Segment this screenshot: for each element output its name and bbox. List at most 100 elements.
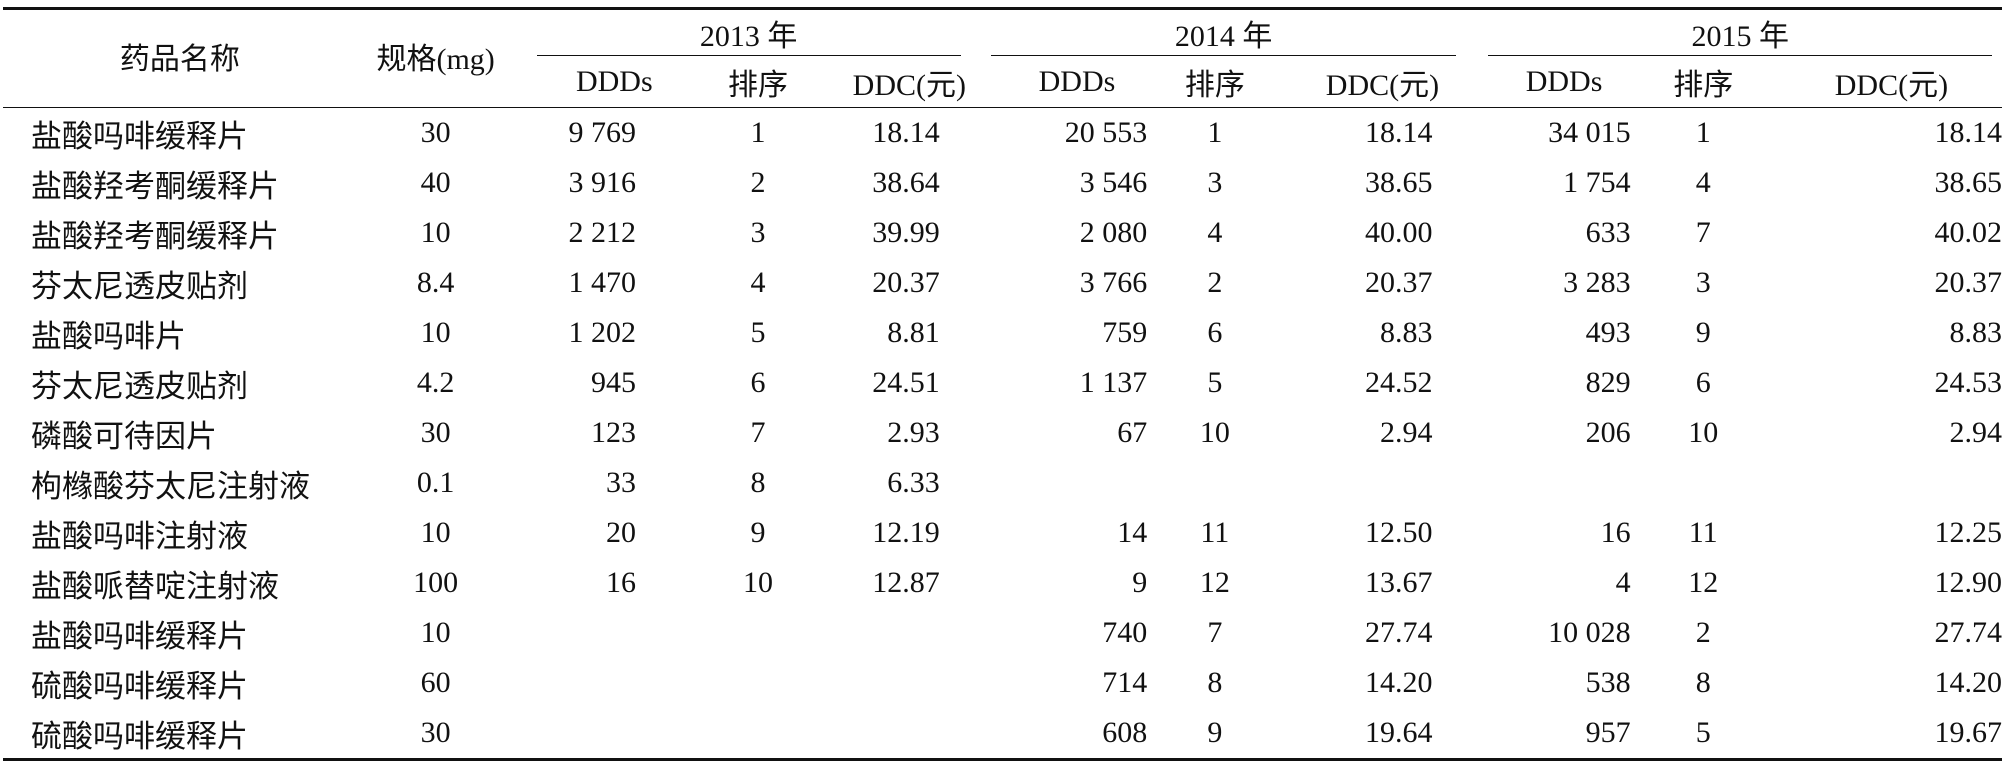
spec-cell: 8.4 — [416, 266, 455, 299]
rank-2015-cell: 2 — [1695, 616, 1711, 649]
ddds-2013-cell: 2 212 — [568, 216, 637, 249]
ddds-2015-cell: 1 754 — [1563, 166, 1631, 199]
spec-cell: 10 — [420, 616, 451, 649]
spec-cell: 0.1 — [416, 466, 455, 499]
spec-cell: 4.2 — [416, 366, 455, 399]
rank-2015-cell: 3 — [1695, 266, 1711, 299]
ddc-2013-cell — [801, 708, 977, 761]
drug-name-cell: 盐酸吗啡缓释片 — [31, 618, 248, 654]
header-ddc-2015: DDC(元) — [1760, 57, 2002, 108]
ddc-2014-cell: 18.14 — [1364, 116, 1433, 149]
rank-2013-cell: 6 — [750, 366, 766, 399]
ddds-2015-cell: 206 — [1585, 416, 1631, 449]
drug-name-cell: 硫酸吗啡缓释片 — [3, 708, 357, 761]
rank-2014-cell: 8 — [1207, 666, 1223, 699]
ddds-2014-cell: 608 — [976, 708, 1148, 761]
rank-2013-cell: 2 — [750, 166, 766, 199]
ddds-2015-cell — [1472, 458, 1635, 508]
ddds-2015-cell: 10 028 — [1548, 616, 1631, 649]
table-row: 芬太尼透皮贴剂 4.2 945 6 24.51 1 137 5 24.52 829 6 24.53 — [3, 358, 2002, 408]
rank-2014-cell: 11 — [1200, 516, 1230, 549]
table-row: 硫酸吗啡缓释片 30 608 9 19.64 957 5 19.67 — [3, 708, 2002, 761]
ddc-2015-cell: 12.90 — [1934, 566, 2003, 599]
ddds-2014-cell — [977, 458, 1148, 508]
rank-2013-cell: 9 — [750, 516, 766, 549]
ddc-2015-cell: 27.74 — [1934, 616, 2003, 649]
year-2013-label: 2013 年 — [536, 11, 961, 56]
ddds-2014-cell: 1 137 — [1079, 366, 1148, 399]
rank-2013-cell — [684, 658, 802, 708]
ddds-2013-cell: 945 — [591, 366, 637, 399]
rank-2015-cell: 4 — [1695, 166, 1711, 199]
ddc-2014-cell: 24.52 — [1364, 366, 1433, 399]
ddds-2014-cell: 2 080 — [1079, 216, 1148, 249]
ddds-2015-cell: 633 — [1585, 216, 1631, 249]
rank-2013-cell: 3 — [750, 216, 766, 249]
header-drug-name: 药品名称 — [3, 8, 357, 108]
ddds-2015-cell: 493 — [1585, 316, 1631, 349]
ddc-2013-cell: 6.33 — [887, 466, 940, 499]
rank-2014-cell: 7 — [1207, 616, 1223, 649]
ddc-2014-cell: 12.50 — [1364, 516, 1433, 549]
ddc-2013-cell: 12.19 — [872, 516, 940, 549]
table-row: 盐酸吗啡片 10 1 202 5 8.81 759 6 8.83 493 9 8.83 — [3, 308, 2002, 358]
drug-name-cell: 盐酸吗啡片 — [31, 318, 186, 354]
rank-2013-cell: 1 — [750, 116, 766, 149]
rank-2015-cell: 6 — [1695, 366, 1711, 399]
ddc-2014-cell: 14.20 — [1364, 666, 1433, 699]
header-ddds-2014: DDDs — [976, 57, 1148, 108]
year-2014-label: 2014 年 — [990, 11, 1457, 56]
ddds-2015-cell: 34 015 — [1548, 116, 1631, 149]
ddc-2015-cell: 8.83 — [1949, 316, 2003, 349]
ddc-2013-cell: 24.51 — [872, 366, 940, 399]
ddc-2013-cell: 20.37 — [872, 266, 940, 299]
rank-2014-cell: 12 — [1199, 566, 1230, 599]
ddds-2013-cell: 1 470 — [568, 266, 637, 299]
ddc-2013-cell — [802, 658, 977, 708]
header-row-years: 药品名称 规格(mg) 2013 年 2014 年 2015 年 — [3, 8, 2002, 108]
table-row: 硫酸吗啡缓释片 60 714 8 14.20 538 8 14.20 — [3, 658, 2002, 708]
drug-name-cell: 盐酸吗啡缓释片 — [31, 118, 248, 154]
ddds-2013-cell: 9 769 — [568, 116, 637, 149]
header-year-2014: 2014 年 — [977, 9, 1473, 58]
table-row: 盐酸哌替啶注射液 100 16 10 12.87 9 12 13.67 4 12 12.90 — [3, 558, 2002, 608]
rank-2015-cell: 8 — [1695, 666, 1711, 699]
rank-2014-cell: 6 — [1207, 316, 1223, 349]
drug-name-cell: 盐酸哌替啶注射液 — [31, 568, 279, 604]
ddds-2013-cell: 1 202 — [568, 316, 637, 349]
ddc-2013-cell — [802, 608, 977, 658]
rank-2015-cell: 7 — [1695, 216, 1711, 249]
spec-cell: 10 — [420, 316, 451, 349]
ddc-2013-cell: 38.64 — [872, 166, 940, 199]
spec-cell: 100 — [413, 566, 459, 599]
ddds-2015-cell: 3 283 — [1563, 266, 1631, 299]
ddc-2015-cell: 2.94 — [1949, 416, 2003, 449]
ddds-2014-cell: 759 — [1102, 316, 1148, 349]
ddc-2014-cell: 19.64 — [1272, 708, 1473, 761]
header-ddds-2013: DDDs — [514, 57, 685, 108]
spec-cell: 30 — [420, 116, 451, 149]
header-row-columns: DDDs 排序 DDC(元) DDDs 排序 DDC(元) DDDs 排序 DD… — [3, 57, 2002, 108]
ddds-2014-cell: 740 — [1102, 616, 1148, 649]
drug-usage-table: 药品名称 规格(mg) 2013 年 2014 年 2015 年 DDDs 排序… — [3, 7, 2002, 761]
ddds-2014-cell: 67 — [1117, 416, 1148, 449]
ddc-2013-cell: 12.87 — [872, 566, 940, 599]
ddc-2015-cell: 38.65 — [1934, 166, 2003, 199]
ddc-2014-cell: 8.83 — [1379, 316, 1433, 349]
rank-2014-cell: 1 — [1207, 116, 1223, 149]
ddc-2015-cell — [1761, 458, 2002, 508]
ddc-2015-cell: 24.53 — [1934, 366, 2003, 399]
ddds-2015-cell: 829 — [1585, 366, 1631, 399]
header-year-2013: 2013 年 — [515, 9, 977, 58]
table-row: 盐酸吗啡缓释片 30 9 769 1 18.14 20 553 1 18.14 34 015 1 1… — [3, 108, 2002, 159]
rank-2015-cell: 5 — [1635, 708, 1761, 761]
table-row: 芬太尼透皮贴剂 8.4 1 470 4 20.37 3 766 2 20.37 3 283 3 20… — [3, 258, 2002, 308]
drug-name-cell: 盐酸羟考酮缓释片 — [31, 168, 279, 204]
ddds-2014-cell: 20 553 — [1064, 116, 1148, 149]
drug-name-cell: 盐酸吗啡注射液 — [31, 518, 248, 554]
rank-2013-cell — [684, 708, 802, 761]
ddds-2013-cell: 20 — [606, 516, 637, 549]
ddc-2014-cell: 38.65 — [1364, 166, 1433, 199]
ddc-2014-cell: 13.67 — [1364, 566, 1433, 599]
